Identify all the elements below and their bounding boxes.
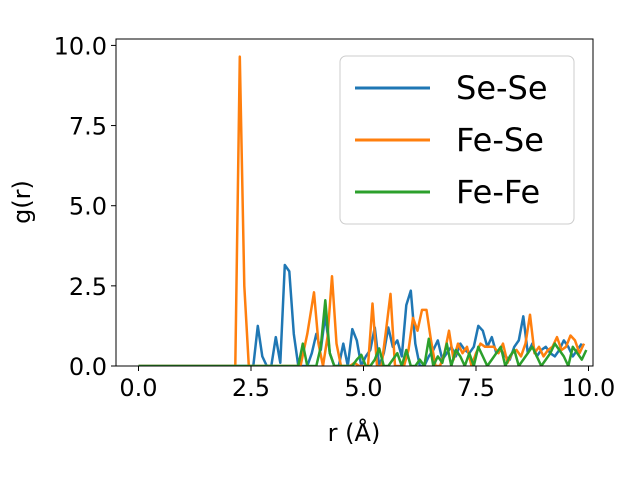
plot-frame [115,38,594,367]
x-tick-label: 7.5 [457,374,495,402]
legend-label-fe-se: Fe-Se [456,121,544,159]
x-tick-label: 5.0 [344,374,382,402]
legend-label-se-se: Se-Se [456,69,548,107]
x-tick-label: 10.0 [562,374,615,402]
x-axis: 0.0 2.5 5.0 7.5 10.0 [119,366,615,402]
series-layer [138,55,588,366]
x-tick-label: 0.0 [119,374,157,402]
y-tick-label: 7.5 [69,113,107,141]
y-tick-label: 5.0 [69,193,107,221]
plot-area [115,38,594,367]
legend-label-fe-fe: Fe-Fe [456,173,540,211]
y-axis-label: g(r) [8,180,36,224]
x-axis-label: r (Å) [328,418,381,447]
y-axis: 0.0 2.5 5.0 7.5 10.0 [54,32,116,381]
y-tick-label: 10.0 [54,32,107,60]
legend-entries: Se-Se Fe-Se Fe-Fe [355,69,548,211]
series-line-fe-se [138,55,586,366]
legend-box [339,55,575,225]
y-tick-label: 2.5 [69,273,107,301]
x-tick-label: 2.5 [232,374,270,402]
series-line-fe-fe [138,299,588,366]
y-tick-label: 0.0 [69,353,107,381]
legend: Se-Se Fe-Se Fe-Fe [339,55,575,225]
